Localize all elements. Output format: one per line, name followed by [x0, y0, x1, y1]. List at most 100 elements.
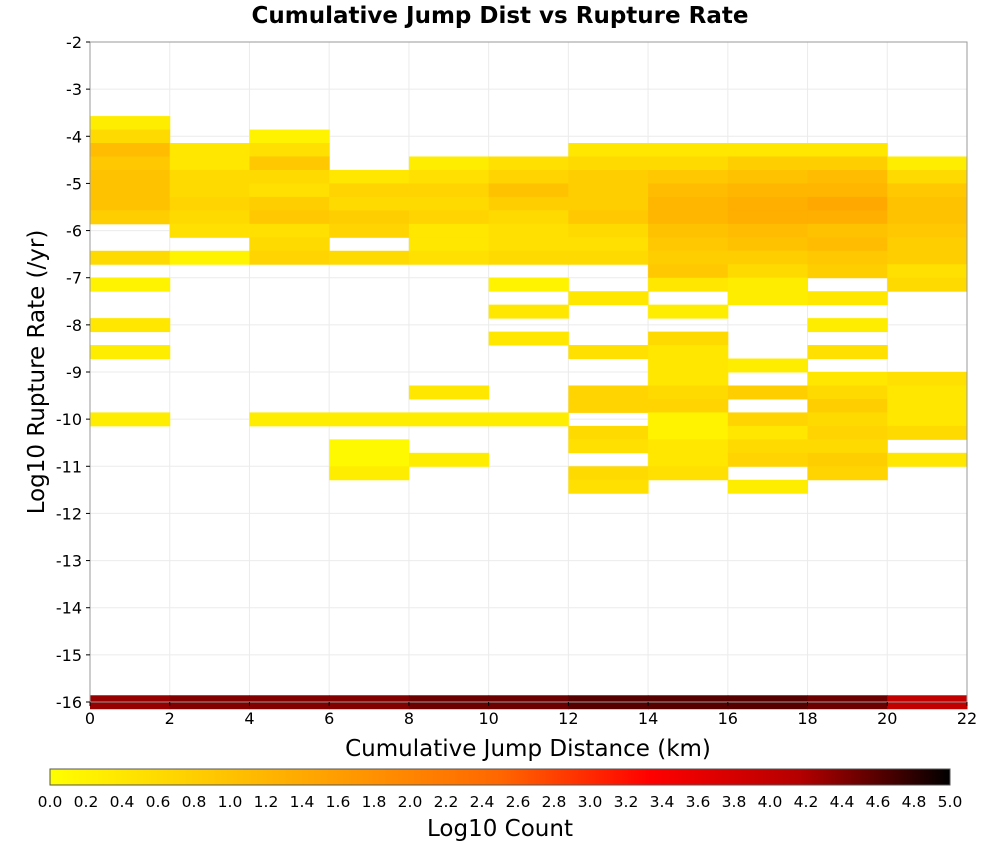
heatmap-cell [488, 412, 569, 427]
heatmap-cell [727, 156, 809, 171]
heatmap-cell [887, 169, 968, 184]
heatmap-cell [329, 210, 410, 225]
y-tick-label: -16 [56, 693, 82, 712]
heatmap-cell [807, 223, 888, 238]
heatmap-cell [727, 479, 809, 494]
heatmap-cell [488, 250, 569, 265]
heatmap-cell [249, 223, 330, 238]
heatmap-cell [807, 425, 888, 440]
heatmap-cells [90, 116, 968, 710]
x-tick-label: 0 [85, 709, 95, 728]
heatmap-cell [568, 439, 649, 454]
y-tick-label: -10 [56, 410, 82, 429]
y-tick-label: -15 [56, 646, 82, 665]
colorbar-tick-label: 2.2 [434, 793, 459, 811]
heatmap-cell [488, 331, 569, 346]
x-tick-label: 6 [324, 709, 334, 728]
heatmap-cell [727, 412, 809, 427]
heatmap-cell [648, 439, 729, 454]
heatmap-cell [249, 412, 330, 427]
heatmap-cell [249, 129, 330, 144]
heatmap-cell [329, 412, 410, 427]
heatmap-cell [90, 183, 171, 198]
heatmap-cell [90, 318, 171, 333]
colorbar-tick-label: 0.0 [38, 793, 63, 811]
heatmap-cell [169, 169, 250, 184]
heatmap-cell [488, 156, 569, 171]
colorbar-tick-label: 3.8 [722, 793, 747, 811]
heatmap-cell [488, 277, 569, 292]
heatmap-cell [807, 237, 888, 252]
heatmap-cell [727, 439, 809, 454]
heatmap-cell [807, 210, 888, 225]
heatmap-cell [169, 196, 250, 211]
y-tick-label: -4 [66, 127, 82, 146]
heatmap-cell [648, 277, 729, 292]
colorbar-tick-label: 0.2 [74, 793, 99, 811]
y-tick-label: -11 [56, 457, 82, 476]
heatmap-cell [488, 169, 569, 184]
heatmap-cell [887, 223, 968, 238]
colorbar-tick-label: 2.8 [542, 793, 567, 811]
heatmap-cell [648, 156, 729, 171]
heatmap-cell [887, 412, 968, 427]
x-tick-label: 16 [718, 709, 738, 728]
colorbar-tick-label: 3.4 [650, 793, 675, 811]
heatmap-cell [90, 129, 171, 144]
heatmap-cell [90, 250, 171, 265]
heatmap-cell [329, 250, 410, 265]
heatmap-cell [807, 345, 888, 360]
heatmap-cell [169, 210, 250, 225]
heatmap-cell [648, 250, 729, 265]
heatmap-cell [807, 372, 888, 386]
heatmap-cell [488, 223, 569, 238]
x-tick-label: 4 [244, 709, 254, 728]
colorbar-tick-label: 4.2 [794, 793, 819, 811]
heatmap-cell [727, 210, 809, 225]
heatmap-cell [648, 452, 729, 467]
y-tick-label: -7 [66, 269, 82, 288]
heatmap-cell [90, 412, 171, 427]
heatmap-cell [329, 223, 410, 238]
heatmap-cell [488, 210, 569, 225]
heatmap-cell [249, 183, 330, 198]
heatmap-cell [648, 304, 729, 319]
colorbar-tick-label: 4.4 [830, 793, 855, 811]
heatmap-cell [568, 183, 649, 198]
heatmap-cell [408, 183, 490, 198]
heatmap-cell [648, 466, 729, 481]
heatmap-cell [568, 385, 649, 400]
heatmap-cell [648, 223, 729, 238]
heatmap-cell [568, 466, 649, 481]
heatmap-cell [169, 250, 250, 265]
colorbar-tick-label: 3.0 [578, 793, 603, 811]
heatmap-cell [807, 439, 888, 454]
heatmap-cell [807, 250, 888, 265]
heatmap-cell [90, 143, 171, 158]
colorbar-tick-label: 0.6 [146, 793, 171, 811]
heatmap-cell [727, 358, 809, 373]
heatmap-cell [568, 250, 649, 265]
heatmap-cell [727, 264, 809, 279]
heatmap-cell [329, 196, 410, 211]
heatmap-cell [807, 466, 888, 481]
heatmap-cell [568, 479, 649, 494]
y-tick-label: -5 [66, 174, 82, 193]
heatmap-cell [169, 143, 250, 158]
heatmap-cell [90, 169, 171, 184]
heatmap-cell [249, 210, 330, 225]
heatmap-cell [568, 237, 649, 252]
heatmap-cell [648, 398, 729, 413]
heatmap-cell [408, 385, 490, 400]
colorbar-label: Log10 Count [427, 816, 573, 842]
heatmap-cell [727, 291, 809, 306]
heatmap-cell [568, 425, 649, 440]
colorbar-tick-label: 1.2 [254, 793, 279, 811]
heatmap-cell [408, 169, 490, 184]
heatmap-cell [807, 143, 888, 158]
heatmap-cell [648, 196, 729, 211]
heatmap-cell [408, 156, 490, 171]
heatmap-cell [887, 210, 968, 225]
heatmap-cell [408, 452, 490, 467]
x-tick-label: 22 [957, 709, 977, 728]
